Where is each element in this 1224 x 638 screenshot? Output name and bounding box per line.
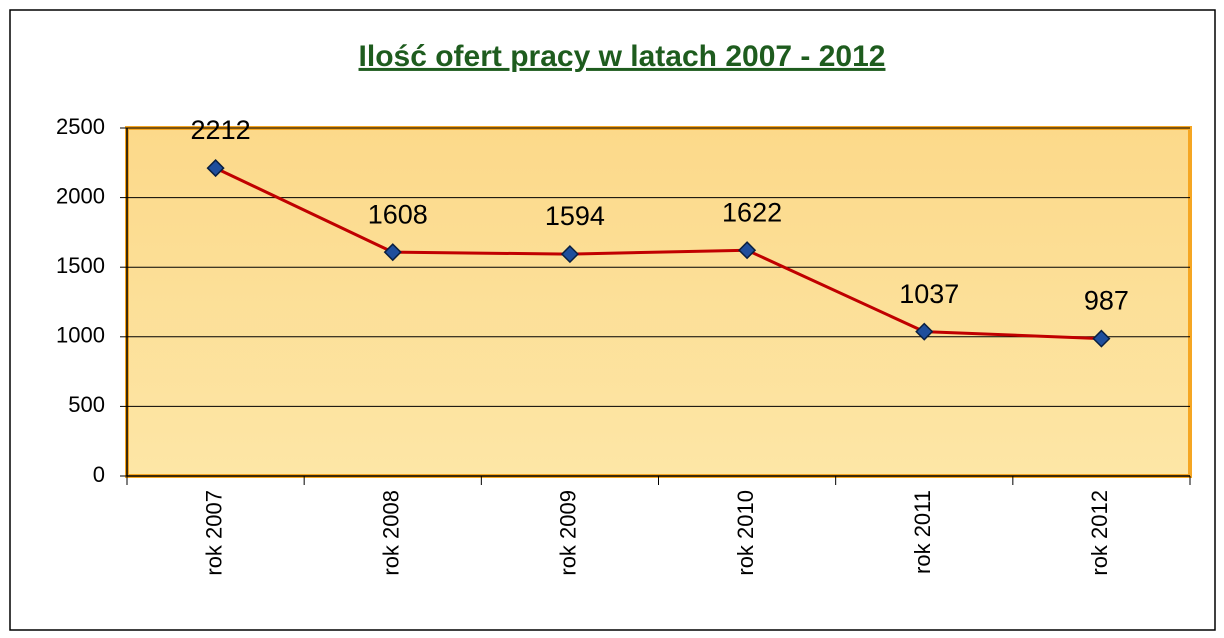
y-tick-label: 0 — [93, 462, 105, 487]
y-tick-label: 500 — [68, 392, 105, 417]
marker — [915, 322, 934, 341]
line — [214, 166, 1102, 341]
x-tick-label: rok 2010 — [733, 490, 758, 576]
marker — [383, 243, 402, 262]
x-tick-label: rok 2011 — [910, 490, 935, 574]
plot-area — [125, 126, 1192, 478]
data-label: 1037 — [899, 279, 959, 309]
marker — [206, 159, 225, 178]
data-label: 1594 — [545, 201, 605, 231]
chart-title: Ilość ofert pracy w latach 2007 - 2012 — [359, 40, 886, 73]
marker — [560, 245, 579, 264]
y-tick-label: 1000 — [56, 323, 105, 348]
marker — [738, 241, 757, 260]
data-label: 1608 — [368, 199, 428, 229]
data-label: 987 — [1084, 286, 1129, 316]
marker — [1092, 329, 1111, 348]
y-tick-label: 1500 — [56, 253, 105, 278]
x-tick-label: rok 2008 — [379, 490, 404, 576]
x-tick-label: rok 2007 — [201, 490, 226, 576]
y-tick-label: 2000 — [56, 183, 105, 208]
data-label: 2212 — [191, 115, 251, 145]
y-tick-label: 2500 — [56, 114, 105, 139]
data-label: 1622 — [722, 197, 782, 227]
x-tick-label: rok 2009 — [556, 490, 581, 576]
x-tick-label: rok 2012 — [1087, 490, 1112, 576]
